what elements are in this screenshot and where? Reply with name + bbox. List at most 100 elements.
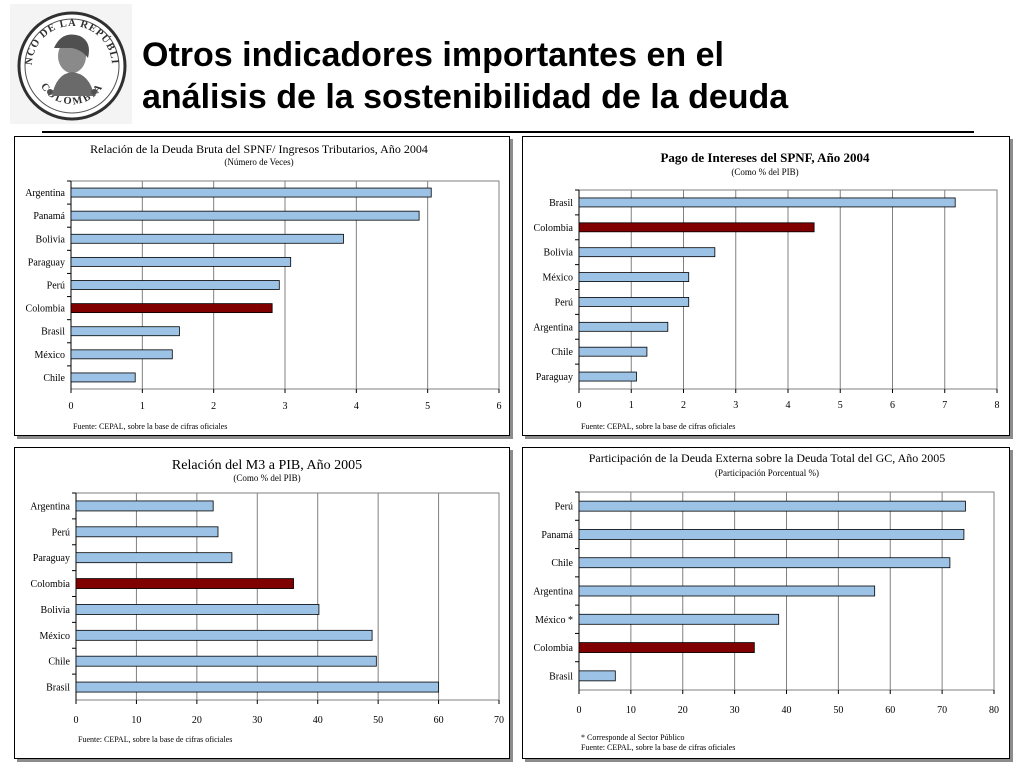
chart-title: Relación del M3 a PIB, Año 2005 <box>172 458 362 473</box>
bar-panamá <box>70 210 420 221</box>
category-label: México <box>39 631 70 642</box>
category-label: Perú <box>555 297 573 308</box>
x-tick-label: 10 <box>626 705 636 716</box>
bar-chile <box>70 372 136 383</box>
x-tick-label: 80 <box>989 705 999 716</box>
x-tick-label: 0 <box>74 715 79 726</box>
category-label: Chile <box>551 558 573 569</box>
x-tick-label: 50 <box>373 715 383 726</box>
category-label: Colombia <box>534 643 574 654</box>
chart-subtitle: (Como % del PIB) <box>233 473 300 483</box>
x-tick-label: 5 <box>425 401 430 412</box>
bar-argentina <box>75 500 214 512</box>
x-tick-label: 30 <box>730 705 740 716</box>
x-tick-label: 50 <box>833 705 843 716</box>
category-label: Perú <box>555 502 573 513</box>
chart-title: Pago de Intereses del SPNF, Año 2004 <box>660 150 870 165</box>
bar-chile <box>578 557 951 569</box>
category-label: Perú <box>52 527 70 538</box>
category-label: Colombia <box>31 579 71 590</box>
title-line-2: análisis de la sostenibilidad de la deud… <box>142 78 789 116</box>
x-tick-label: 70 <box>937 705 947 716</box>
category-label: México <box>542 273 573 284</box>
bar-perú <box>578 500 966 512</box>
bar-argentina <box>578 321 669 332</box>
bar-colombia <box>578 642 755 653</box>
category-label: Panamá <box>541 530 573 541</box>
x-tick-label: 0 <box>69 401 74 412</box>
x-tick-label: 30 <box>252 715 262 726</box>
category-label: Brasil <box>549 198 573 209</box>
bar-brasil <box>70 326 180 337</box>
x-tick-label: 20 <box>192 715 202 726</box>
category-label: Argentina <box>25 188 65 199</box>
bar-perú <box>578 297 690 307</box>
banco-republica-logo: BANCO DE LA REPÚBLICA COLOMBIA <box>6 0 132 124</box>
bar-brasil <box>578 197 956 208</box>
category-label: Bolivia <box>36 234 66 245</box>
x-tick-label: 40 <box>313 715 323 726</box>
chart-deuda-ingresos: Relación de la Deuda Bruta del SPNF/ Ing… <box>25 142 502 431</box>
bar-méxico <box>70 349 173 360</box>
bar-chile <box>578 346 648 357</box>
category-label: México * <box>535 615 573 626</box>
category-label: Argentina <box>533 322 573 333</box>
category-label: Paraguay <box>33 553 70 564</box>
chart-panel-m3-pib: Relación del M3 a PIB, Año 2005 (Como % d… <box>14 447 510 759</box>
chart-m3-pib: Relación del M3 a PIB, Año 2005(Como % d… <box>30 458 504 744</box>
bar-bolivia <box>75 604 320 615</box>
bar-méxico <box>578 272 690 282</box>
bar-méxico <box>75 629 373 641</box>
category-label: Paraguay <box>536 372 573 383</box>
category-label: Brasil <box>549 671 573 682</box>
x-tick-label: 6 <box>497 401 502 412</box>
x-tick-label: 60 <box>434 715 444 726</box>
x-tick-label: 60 <box>885 705 895 716</box>
x-tick-label: 10 <box>131 715 141 726</box>
bar-chile <box>75 655 377 667</box>
bar-perú <box>75 526 219 538</box>
bar-paraguay <box>578 371 637 382</box>
x-tick-label: 40 <box>782 705 792 716</box>
category-label: Panamá <box>33 211 65 222</box>
x-tick-label: 2 <box>211 401 216 412</box>
chart-title: Relación de la Deuda Bruta del SPNF/ Ing… <box>90 142 428 156</box>
bar-brasil <box>578 670 616 682</box>
portrait-icon <box>47 34 97 96</box>
x-tick-label: 70 <box>494 715 504 726</box>
slide-title: Otros indicadores importantes en el anál… <box>142 34 788 118</box>
category-label: Paraguay <box>28 257 65 268</box>
x-tick-label: 5 <box>838 400 843 411</box>
chart-source: Fuente: CEPAL, sobre la base de cifras o… <box>73 422 227 431</box>
category-label: México <box>34 350 65 361</box>
chart-deuda-externa: Participación de la Deuda Externa sobre … <box>533 451 999 752</box>
bar-bolivia <box>578 247 716 258</box>
chart-source: Fuente: CEPAL, sobre la base de cifras o… <box>581 422 735 431</box>
category-label: Argentina <box>533 587 573 598</box>
chart-source: Fuente: CEPAL, sobre la base de cifras o… <box>78 735 232 744</box>
category-label: Chile <box>43 373 65 384</box>
category-label: Brasil <box>46 683 70 694</box>
x-tick-label: 3 <box>733 400 738 411</box>
x-tick-label: 3 <box>283 401 288 412</box>
chart-footnote: * Corresponde al Sector Público <box>581 733 685 742</box>
x-tick-label: 2 <box>681 400 686 411</box>
category-label: Colombia <box>534 223 574 234</box>
x-tick-label: 1 <box>140 401 145 412</box>
category-label: Perú <box>47 281 65 292</box>
chart-subtitle: (Participación Porcentual %) <box>715 468 819 478</box>
x-tick-label: 4 <box>786 400 791 411</box>
bar-brasil <box>75 681 439 693</box>
category-label: Chile <box>551 347 573 358</box>
bar-paraguay <box>70 256 292 267</box>
x-tick-label: 8 <box>995 400 1000 411</box>
category-label: Bolivia <box>544 248 574 259</box>
chart-subtitle: (Número de Veces) <box>224 157 293 167</box>
bar-méxico <box>578 613 780 625</box>
bar-paraguay <box>75 552 233 564</box>
chart-panel-deuda-ingresos: Relación de la Deuda Bruta del SPNF/ Ing… <box>14 136 510 436</box>
bar-argentina <box>578 585 876 597</box>
x-tick-label: 6 <box>890 400 895 411</box>
x-tick-label: 0 <box>577 705 582 716</box>
bar-argentina <box>70 187 432 198</box>
